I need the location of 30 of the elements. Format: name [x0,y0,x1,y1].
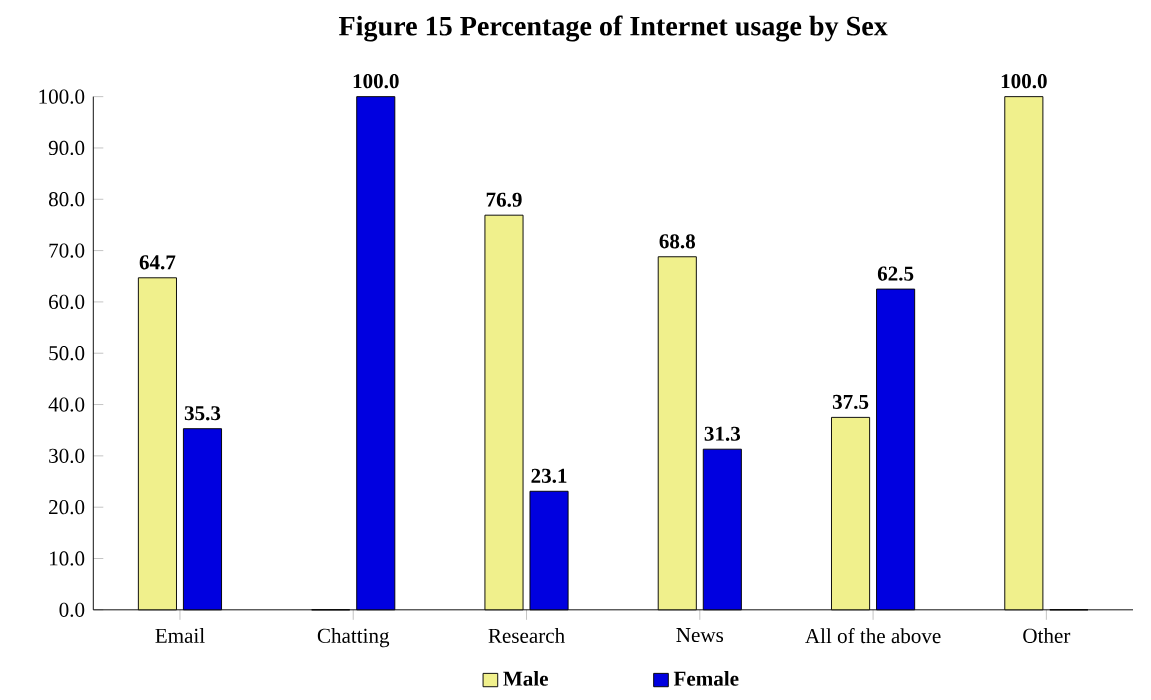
x-tick-label: News [676,628,724,643]
data-label: 35.3 [184,406,221,421]
y-tick-label: 80.0 [48,192,85,207]
data-label: 64.7 [139,255,176,270]
chart-title: Figure 15 Percentage of Internet usage by Sex [338,15,888,42]
y-tick-label: 90.0 [48,140,85,156]
legend-label: Male [503,671,548,686]
y-tick-label: 20.0 [49,500,85,515]
x-tick-label: Research [488,628,565,644]
data-label: 68.8 [659,234,696,249]
data-label: 31.3 [704,426,741,442]
data-label: 100.0 [353,74,399,89]
x-tick-label: All of the above [805,628,941,644]
x-tick-label: Other [1023,628,1071,644]
data-label: 100.0 [1001,74,1047,89]
y-tick-label: 30.0 [49,448,85,464]
x-tick-label: Chatting [317,628,390,648]
x-tick-label: Email [155,628,205,644]
y-tick-label: 100.0 [39,89,85,104]
y-tick-label: 10.0 [49,551,85,566]
data-label: 62.5 [877,266,914,281]
data-label: 76.9 [486,192,522,207]
data-label: 23.1 [531,468,567,484]
y-tick-label: 70.0 [49,243,85,258]
legend-label: Female [673,671,739,686]
y-tick-label: 60.0 [49,294,85,310]
data-label: 37.5 [832,394,869,410]
y-tick-label: 0.0 [59,602,85,618]
y-tick-label: 40.0 [48,397,85,412]
y-tick-label: 50.0 [49,346,85,361]
